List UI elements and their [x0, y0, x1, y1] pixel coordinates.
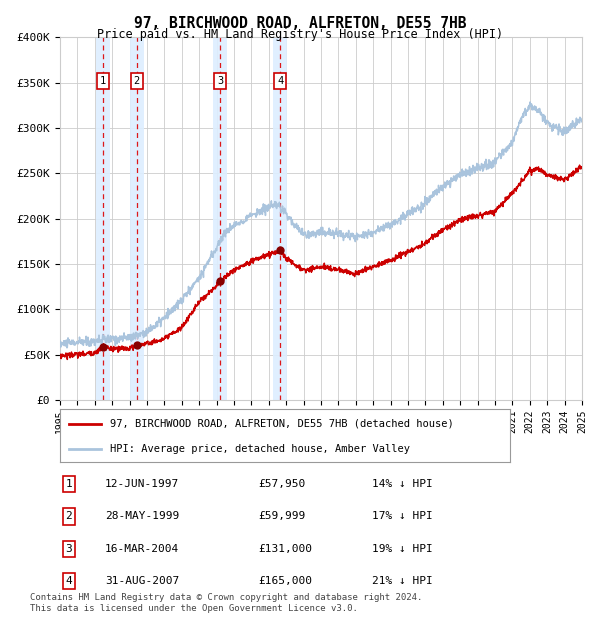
Text: Price paid vs. HM Land Registry's House Price Index (HPI): Price paid vs. HM Land Registry's House …: [97, 28, 503, 41]
Text: £131,000: £131,000: [258, 544, 312, 554]
Text: £59,999: £59,999: [258, 512, 305, 521]
Bar: [130, 37, 143, 400]
Text: £57,950: £57,950: [258, 479, 305, 489]
Text: 12-JUN-1997: 12-JUN-1997: [105, 479, 179, 489]
Text: 2: 2: [65, 512, 73, 521]
Text: 21% ↓ HPI: 21% ↓ HPI: [372, 576, 433, 586]
Text: £165,000: £165,000: [258, 576, 312, 586]
Text: 17% ↓ HPI: 17% ↓ HPI: [372, 512, 433, 521]
Text: 14% ↓ HPI: 14% ↓ HPI: [372, 479, 433, 489]
Text: 3: 3: [65, 544, 73, 554]
Text: 3: 3: [217, 76, 223, 86]
Bar: [95, 37, 110, 400]
Text: 97, BIRCHWOOD ROAD, ALFRETON, DE55 7HB (detached house): 97, BIRCHWOOD ROAD, ALFRETON, DE55 7HB (…: [110, 419, 453, 429]
Text: 97, BIRCHWOOD ROAD, ALFRETON, DE55 7HB: 97, BIRCHWOOD ROAD, ALFRETON, DE55 7HB: [134, 16, 466, 30]
Text: Contains HM Land Registry data © Crown copyright and database right 2024.
This d: Contains HM Land Registry data © Crown c…: [30, 593, 422, 613]
Bar: [213, 37, 227, 400]
Bar: [274, 37, 287, 400]
Text: 16-MAR-2004: 16-MAR-2004: [105, 544, 179, 554]
Text: 31-AUG-2007: 31-AUG-2007: [105, 576, 179, 586]
Text: 1: 1: [100, 76, 106, 86]
Text: 28-MAY-1999: 28-MAY-1999: [105, 512, 179, 521]
Text: HPI: Average price, detached house, Amber Valley: HPI: Average price, detached house, Ambe…: [110, 444, 409, 454]
Text: 4: 4: [277, 76, 283, 86]
Text: 2: 2: [134, 76, 140, 86]
Text: 19% ↓ HPI: 19% ↓ HPI: [372, 544, 433, 554]
Text: 4: 4: [65, 576, 73, 586]
Text: 1: 1: [65, 479, 73, 489]
